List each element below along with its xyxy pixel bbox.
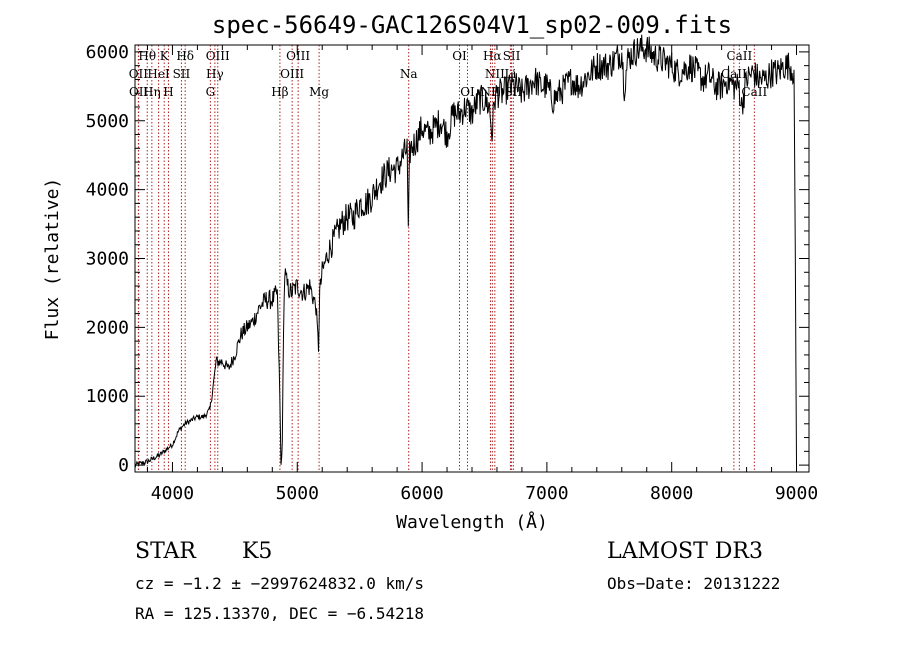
spectral-line-label: Hγ — [206, 67, 224, 81]
y-tick-label: 4000 — [86, 180, 129, 201]
spectral-line-label: K — [160, 49, 170, 63]
y-tick-label: 0 — [118, 455, 129, 476]
object-subclass: K5 — [242, 539, 272, 564]
axis-ticks-layer: 4000 5000 6000 7000 8000 9000 0 1000 2000 3000 400… — [86, 42, 819, 504]
spectral-line-label: Hδ — [176, 49, 194, 63]
y-tick-label: 6000 — [86, 42, 129, 63]
chart-title: spec-56649-GAC126S04V1_sp02-009.fits — [212, 11, 732, 39]
spectral-line-label: OI — [452, 49, 467, 63]
spectral-line-label: CaII — [741, 85, 767, 99]
spectral-line-label: CaII — [726, 49, 752, 63]
spectrum-series-line — [134, 34, 797, 468]
spectral-line-label: OI — [460, 85, 475, 99]
y-tick-label: 5000 — [86, 111, 129, 132]
survey-name: LAMOST DR3 — [607, 539, 763, 564]
series-layer — [134, 34, 797, 468]
spectral-line-label: Hθ — [138, 49, 156, 63]
x-tick-label: 6000 — [400, 483, 443, 504]
object-class: STAR — [135, 539, 197, 564]
x-tick-label: 4000 — [151, 483, 194, 504]
x-tick-label: 5000 — [276, 483, 319, 504]
y-tick-label: 1000 — [86, 386, 129, 407]
spectral-line-label: Hη — [143, 85, 161, 99]
spectral-line-label: SII — [173, 67, 191, 81]
observation-date: Obs−Date: 20131222 — [607, 574, 780, 593]
spectral-line-label: Hβ — [271, 85, 288, 99]
x-tick-label: 7000 — [525, 483, 568, 504]
x-axis-label: Wavelength (Å) — [396, 511, 548, 533]
spectral-line-label: SII — [503, 49, 521, 63]
spectral-line-label: G — [206, 85, 216, 99]
spectral-line-label: Mg — [309, 85, 329, 99]
spectral-line-label: Li — [505, 67, 517, 81]
x-tick-label: 8000 — [650, 483, 693, 504]
spectral-line-label: Na — [400, 67, 418, 81]
spectral-line-label: Hα — [483, 49, 502, 63]
x-tick-label: 9000 — [775, 483, 818, 504]
spectral-line-label: OIII — [206, 49, 230, 63]
spectral-line-label: OIII — [280, 67, 304, 81]
y-axis-label: Flux (relative) — [42, 178, 63, 341]
coordinates-readout: RA = 125.13370, DEC = −6.54218 — [135, 604, 424, 623]
spectral-line-label: OII — [129, 85, 149, 99]
spectral-line-label: HeI — [147, 67, 170, 81]
y-tick-label: 3000 — [86, 249, 129, 270]
spectral-line-label: H — [163, 85, 173, 99]
spectral-line-label: OIII — [286, 49, 310, 63]
spectral-line-label: CaII — [721, 67, 747, 81]
y-tick-label: 2000 — [86, 317, 129, 338]
redshift-readout: cz = −1.2 ± −2997624832.0 km/s — [135, 574, 424, 593]
spectral-line-label: NII — [485, 67, 505, 81]
